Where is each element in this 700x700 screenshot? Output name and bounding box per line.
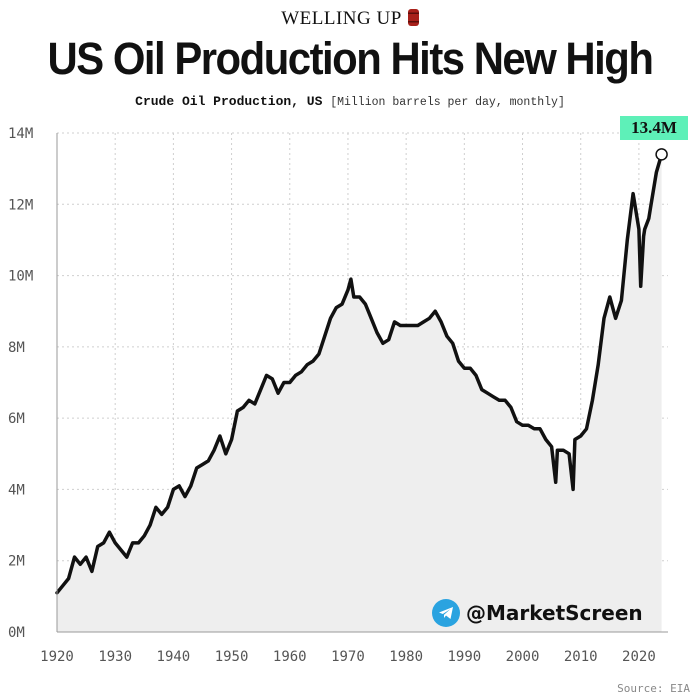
x-tick-label: 2020 — [622, 649, 656, 665]
watermark-handle: @MarketScreen — [466, 601, 643, 625]
watermark: @MarketScreen — [432, 598, 643, 628]
y-tick-label: 6M — [8, 411, 25, 427]
x-tick-label: 1920 — [40, 649, 74, 665]
subtitle-main: Crude Oil Production, US — [135, 94, 323, 109]
chart-subtitle: Crude Oil Production, US [Million barrel… — [0, 94, 700, 109]
oil-barrel-icon — [407, 9, 419, 26]
production-area — [57, 154, 662, 632]
y-tick-label: 0M — [8, 625, 25, 641]
subtitle-units: [Million barrels per day, monthly] — [330, 96, 565, 109]
x-tick-label: 1940 — [157, 649, 191, 665]
telegram-icon — [432, 599, 460, 627]
chart-kicker: WELLING UP — [0, 8, 700, 30]
latest-value-callout: 13.4M — [620, 116, 688, 140]
y-axis: 0M 2M 4M 6M 8M 10M 12M 14M — [8, 126, 58, 641]
latest-value-marker — [655, 148, 668, 161]
y-tick-label: 4M — [8, 482, 25, 498]
y-tick-label: 8M — [8, 340, 25, 356]
x-tick-label: 1970 — [331, 649, 365, 665]
y-tick-label: 2M — [8, 554, 25, 570]
x-tick-label: 1980 — [389, 649, 423, 665]
x-tick-label: 1990 — [447, 649, 481, 665]
x-tick-label: 1930 — [98, 649, 132, 665]
x-tick-label: 2010 — [564, 649, 598, 665]
production-line — [55, 152, 664, 595]
chart-title: US Oil Production Hits New High — [47, 33, 654, 84]
y-tick-label: 14M — [8, 126, 33, 142]
x-tick-label: 1960 — [273, 649, 307, 665]
y-tick-label: 10M — [8, 269, 33, 285]
x-tick-label: 2000 — [506, 649, 540, 665]
y-tick-label: 12M — [8, 197, 33, 213]
x-tick-label: 1950 — [215, 649, 249, 665]
x-axis: 1920 1930 1940 1950 1960 1970 1980 1990 2000 2010… — [40, 631, 668, 665]
source-note: Source: EIA — [617, 682, 690, 695]
